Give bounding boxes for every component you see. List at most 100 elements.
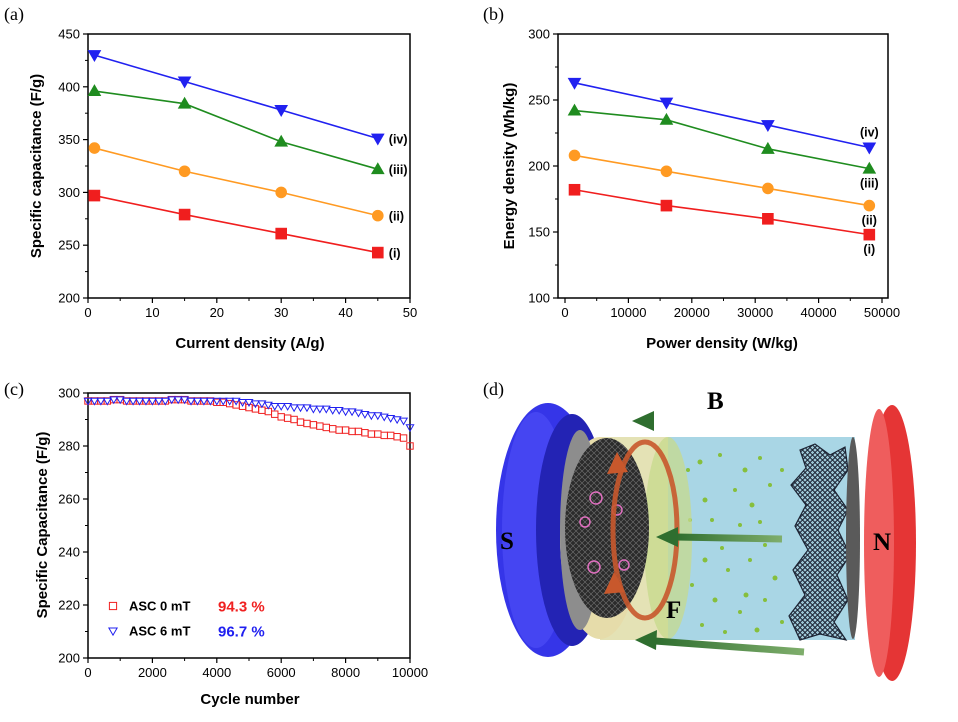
- data-point: [354, 427, 363, 436]
- data-point: [303, 419, 311, 428]
- data-point: [302, 404, 312, 413]
- data-point: [406, 442, 414, 450]
- data-point: [309, 421, 318, 429]
- data-point: [334, 407, 344, 415]
- x-axis-label: Cycle number: [200, 691, 299, 708]
- data-point: [862, 161, 877, 174]
- active-particles: [686, 453, 784, 634]
- particle: [758, 456, 762, 460]
- series-line: [94, 147, 378, 217]
- data-point: [335, 426, 343, 434]
- data-point: [322, 423, 330, 432]
- data-point: [199, 397, 209, 406]
- data-point: [257, 400, 267, 409]
- series-label: (ii): [389, 210, 404, 224]
- y-tick-label: 300: [58, 185, 80, 200]
- data-point: [167, 396, 177, 405]
- data-point: [295, 404, 306, 413]
- series-2: (ii): [568, 149, 877, 228]
- particle: [743, 592, 749, 598]
- x-tick-label: 10000: [610, 305, 646, 320]
- data-point: [212, 397, 222, 406]
- data-point: [367, 430, 376, 438]
- series-0: (iv): [567, 77, 879, 155]
- series-label: (iii): [860, 177, 879, 191]
- data-point: [371, 209, 384, 222]
- field-arrowhead: [632, 411, 654, 431]
- plot-frame: [87, 33, 411, 299]
- data-point: [405, 424, 415, 433]
- series-1: (iii): [87, 84, 408, 177]
- data-point: [115, 396, 125, 405]
- data-point: [399, 417, 409, 426]
- chart-panel-c: (c) 0 2000 4000 6000 8000 10000 200 220 240 260 28…: [4, 379, 428, 708]
- x-tick-label: 10: [145, 305, 159, 320]
- data-point: [568, 149, 581, 162]
- series-line: [574, 109, 870, 170]
- data-point: [178, 208, 191, 221]
- data-point: [274, 105, 289, 117]
- field-arrowhead: [656, 527, 678, 547]
- particle: [780, 468, 784, 472]
- data-point: [87, 84, 102, 96]
- series-0: (iv): [87, 50, 408, 147]
- x-tick-label: 50000: [864, 305, 900, 320]
- x-tick-label: 40000: [801, 305, 837, 320]
- data-point: [275, 186, 288, 199]
- data-point: [141, 397, 151, 406]
- particle: [758, 520, 762, 524]
- data-point: [271, 410, 279, 418]
- field-arrowhead: [635, 630, 657, 650]
- data-point: [192, 397, 203, 406]
- legend-item: ASC 6 mT 96.7 %: [107, 624, 265, 641]
- data-point: [128, 397, 138, 406]
- particle: [748, 558, 752, 562]
- data-point: [108, 601, 118, 611]
- field-arrows: [632, 411, 808, 656]
- data-point: [863, 228, 876, 241]
- particle: [702, 497, 708, 503]
- data-point: [109, 396, 119, 405]
- panel-label-a: (a): [4, 4, 24, 25]
- particle: [738, 523, 742, 527]
- y-tick-label: 250: [528, 93, 550, 108]
- x-tick-label: 8000: [331, 665, 360, 680]
- data-point: [290, 415, 298, 424]
- data-point: [263, 401, 273, 410]
- chart-panel-a: (a) 0 10 20 30 40 50 200 250 300 350 400 450 Current…: [4, 4, 417, 352]
- data-point: [386, 431, 395, 440]
- y-tick-label: 260: [58, 492, 80, 507]
- retention-value: 94.3 %: [218, 599, 265, 616]
- particle: [686, 468, 690, 472]
- data-point: [341, 408, 351, 417]
- force-arrowhead: [604, 572, 625, 594]
- data-point: [154, 397, 164, 406]
- force-label: F: [666, 597, 681, 624]
- data-point: [180, 396, 190, 405]
- data-point: [308, 405, 318, 414]
- x-tick-label: 2000: [138, 665, 167, 680]
- y-axis-label: Specific Capacitance (F/g): [34, 432, 51, 619]
- series-label: (i): [389, 247, 401, 261]
- cylinder-end-cap: [846, 437, 860, 639]
- data-point: [88, 142, 101, 154]
- series-1: (iii): [567, 103, 879, 191]
- data-point: [218, 397, 228, 406]
- data-point: [238, 399, 248, 407]
- data-point: [761, 120, 775, 133]
- x-tick-label: 0: [84, 305, 91, 320]
- data-point: [122, 397, 132, 406]
- data-point: [177, 76, 192, 89]
- data-point: [380, 431, 388, 440]
- data-point: [160, 397, 170, 406]
- data-point: [87, 50, 102, 63]
- data-point: [399, 434, 408, 442]
- particle: [718, 453, 722, 457]
- data-point: [762, 182, 774, 195]
- data-point: [386, 414, 396, 423]
- series-line: [94, 54, 379, 140]
- series-2: (ii): [88, 142, 404, 224]
- x-tick-label: 4000: [202, 665, 231, 680]
- data-point: [134, 397, 145, 406]
